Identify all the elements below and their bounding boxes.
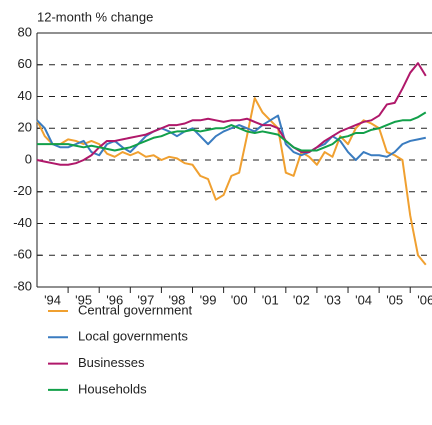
x-tick-label: '95 <box>75 292 92 307</box>
series-line <box>36 97 427 266</box>
series-line <box>37 111 427 152</box>
y-tick-label: 40 <box>18 88 32 103</box>
x-tick-label: '03 <box>324 292 341 307</box>
x-tick-label: '94 <box>44 292 61 307</box>
x-tick-label: '05 <box>386 292 403 307</box>
series-line <box>36 62 427 166</box>
legend-label: Local governments <box>78 329 188 344</box>
y-tick-label: -20 <box>13 183 32 198</box>
legend-label: Central government <box>78 302 193 317</box>
y-tick-label: -80 <box>13 278 32 293</box>
x-tick-label: '06 <box>417 292 432 307</box>
y-tick-label: -60 <box>13 247 32 262</box>
x-tick-label: '01 <box>262 292 279 307</box>
x-tick-label: '02 <box>293 292 310 307</box>
y-tick-label: 60 <box>18 56 32 71</box>
x-tick-label: '96 <box>106 292 123 307</box>
chart-title: 12-month % change <box>37 9 153 24</box>
y-tick-label: -40 <box>13 215 32 230</box>
y-tick-label: 20 <box>18 120 32 135</box>
legend-label: Households <box>78 381 147 396</box>
x-tick-label: '97 <box>137 292 154 307</box>
x-tick-label: '04 <box>355 292 372 307</box>
series-line <box>36 114 426 161</box>
y-tick-label: 80 <box>18 24 32 39</box>
x-tick-label: '99 <box>200 292 217 307</box>
y-tick-label: 0 <box>25 151 32 166</box>
x-tick-label: '00 <box>231 292 248 307</box>
x-tick-label: '98 <box>168 292 185 307</box>
legend-label: Businesses <box>78 355 145 370</box>
